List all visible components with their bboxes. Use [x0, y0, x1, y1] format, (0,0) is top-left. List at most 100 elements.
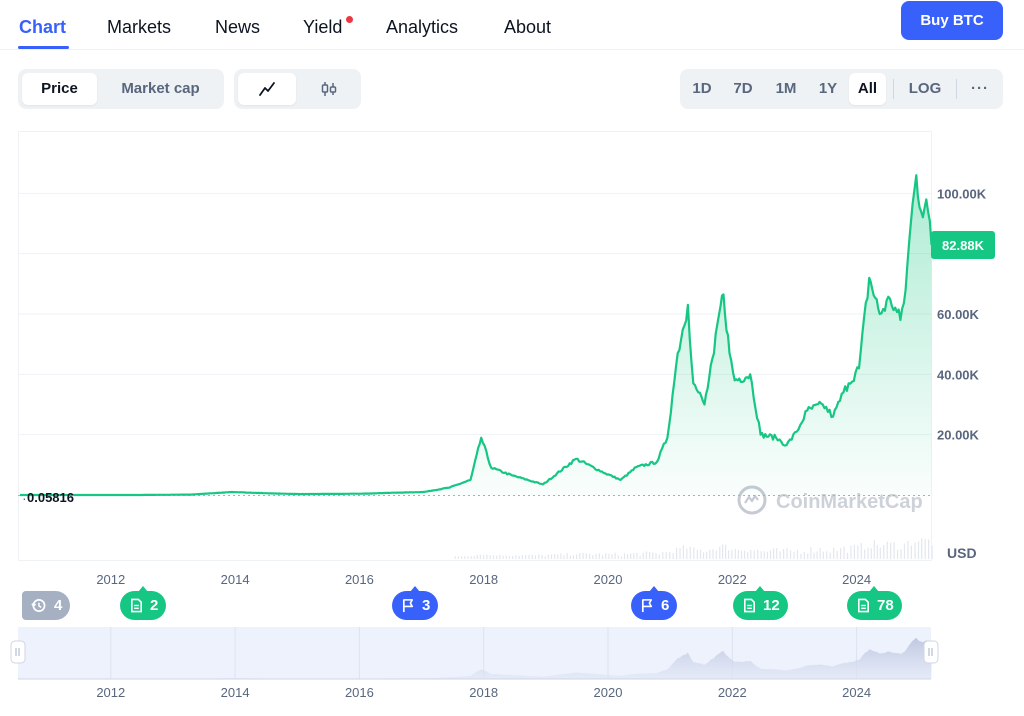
tab-yield[interactable]: Yield [303, 17, 343, 37]
x-tick-label: 2018 [469, 572, 498, 587]
volume-bar [541, 554, 543, 559]
volume-bar [538, 554, 540, 559]
tab-analytics[interactable]: Analytics [386, 17, 459, 37]
volume-bar [595, 554, 597, 559]
volume-bar [813, 552, 815, 559]
volume-bar [649, 551, 651, 559]
volume-bar [724, 544, 727, 559]
volume-bar [910, 545, 912, 559]
volume-bar [873, 540, 875, 559]
volume-bar [492, 555, 495, 559]
volume-bar [786, 547, 788, 559]
volume-bar [550, 554, 553, 559]
volume-bar [611, 554, 613, 559]
navigator-handle-right[interactable] [923, 640, 939, 664]
volume-bar [547, 554, 549, 559]
volume-bar [662, 552, 664, 559]
volume-bars [454, 538, 933, 559]
volume-bar [582, 552, 584, 559]
volume-bar [864, 549, 866, 559]
volume-bar [534, 555, 537, 559]
volume-bar [931, 545, 933, 559]
range-all-button[interactable]: All [849, 73, 886, 105]
volume-bar [665, 552, 667, 559]
volume-bar [715, 550, 717, 559]
volume-bar [576, 554, 578, 559]
more-options-button[interactable]: ··· [971, 80, 989, 97]
volume-bar [747, 551, 749, 559]
document-icon [131, 598, 142, 613]
event-badge-news[interactable]: 2 [120, 586, 167, 620]
volume-bar [521, 555, 523, 559]
log-scale-button[interactable]: LOG [908, 80, 942, 97]
x-tick-label: 2024 [842, 572, 871, 587]
time-range-toggle: 1D 7D 1M 1Y All LOG ··· [680, 69, 1003, 109]
volume-bar [508, 555, 510, 559]
tab-about[interactable]: About [504, 17, 552, 37]
volume-bar [734, 548, 736, 559]
volume-bar [626, 554, 629, 559]
volume-bar [699, 549, 702, 559]
volume-bar [800, 553, 802, 559]
x-tick-label: 2022 [718, 572, 747, 587]
event-badge-flag[interactable]: 6 [631, 586, 678, 620]
volume-bar [560, 553, 562, 559]
volume-bar [639, 555, 641, 559]
volume-bar [776, 548, 778, 559]
volume-bar [750, 549, 752, 559]
x-tick-label: 2012 [96, 572, 125, 587]
volume-bar [566, 553, 568, 559]
event-badge-news[interactable]: 12 [733, 586, 788, 620]
volume-bar [525, 555, 527, 559]
volume-bar [826, 551, 828, 559]
volume-bar [793, 551, 795, 559]
volume-bar [921, 538, 923, 559]
volume-bar [822, 551, 824, 559]
event-badge-history[interactable]: 4 [22, 591, 71, 620]
volume-bar [598, 553, 600, 559]
range-7d-button[interactable]: 7D [733, 80, 753, 97]
navigator-x-tick-label: 2018 [469, 685, 498, 700]
tab-chart[interactable]: Chart [19, 17, 67, 37]
volume-bar [757, 549, 759, 559]
tab-markets[interactable]: Markets [107, 17, 172, 37]
volume-bar [467, 556, 469, 559]
document-icon [744, 598, 755, 613]
volume-bar [727, 550, 730, 559]
volume-bar [753, 550, 755, 559]
volume-bar [502, 555, 504, 559]
history-icon [31, 599, 46, 612]
price-button[interactable]: Price [22, 73, 97, 105]
volume-bar [810, 547, 812, 559]
event-count: 4 [54, 597, 63, 614]
volume-bar [531, 554, 533, 559]
volume-bar [836, 551, 838, 559]
range-navigator[interactable]: 2012 2014 2016 2018 2020 2022 2024 [0, 626, 1024, 716]
volume-bar [928, 539, 930, 559]
volume-bar [592, 555, 594, 559]
tab-news[interactable]: News [215, 17, 261, 37]
line-chart-button[interactable] [238, 73, 296, 105]
market-cap-button[interactable]: Market cap [121, 80, 200, 97]
volume-bar [642, 552, 644, 559]
range-1m-button[interactable]: 1M [775, 80, 797, 97]
navigator-area [20, 637, 932, 679]
x-tick-label: 2014 [221, 572, 250, 587]
range-1y-button[interactable]: 1Y [818, 80, 838, 97]
candlestick-button[interactable] [300, 73, 358, 105]
volume-bar [460, 556, 463, 559]
navigator-handle-left[interactable] [10, 640, 26, 664]
price-chart[interactable]: CoinMarketCap 20.00K40.00K60.00K100.00K … [0, 0, 1024, 600]
event-badge-news[interactable]: 78 [847, 586, 902, 620]
volume-bar [617, 555, 619, 559]
volume-bar [630, 553, 632, 559]
range-1d-button[interactable]: 1D [692, 80, 712, 97]
event-badge-flag[interactable]: 3 [392, 586, 439, 620]
toolbar-divider [956, 79, 957, 99]
y-tick-label: 20.00K [937, 428, 980, 443]
buy-btc-button[interactable]: Buy BTC [901, 1, 1003, 40]
volume-bar [760, 551, 762, 559]
volume-bar [486, 554, 488, 559]
volume-bar [669, 552, 671, 559]
volume-bar [879, 547, 881, 559]
